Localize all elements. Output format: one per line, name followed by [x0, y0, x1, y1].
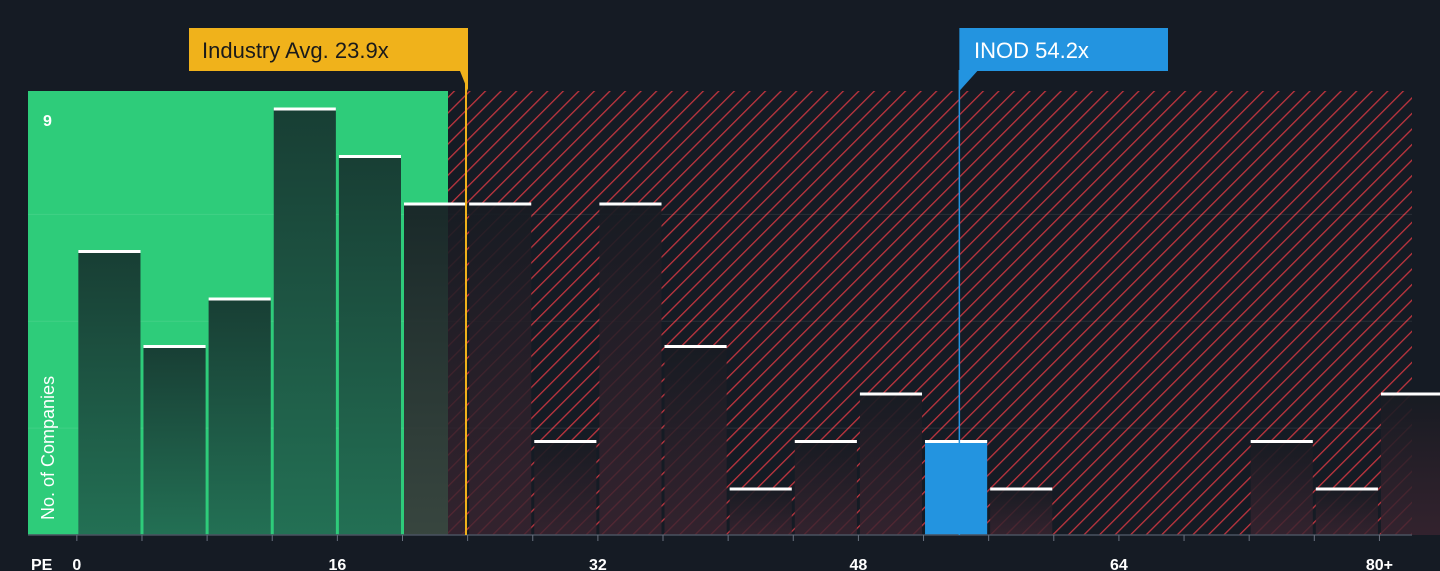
industry-average-callout [189, 28, 468, 91]
bar [794, 440, 857, 535]
bar [338, 155, 401, 535]
x-tick-label: 32 [589, 557, 607, 571]
bar [469, 202, 532, 535]
bar [534, 440, 597, 535]
x-tick-label: 0 [72, 557, 81, 571]
bar [664, 345, 727, 535]
x-tick-label: 48 [850, 557, 868, 571]
bar [1315, 487, 1378, 535]
bar [990, 487, 1053, 535]
bar-cap [143, 345, 206, 348]
bar-cap [925, 440, 988, 443]
x-tick-label: 80+ [1366, 557, 1393, 571]
bar-cap [403, 202, 467, 206]
bar [143, 345, 206, 535]
bar-cap [794, 440, 857, 443]
bar [1380, 392, 1440, 535]
bar-cap [990, 487, 1053, 491]
bar-cap [664, 345, 727, 348]
y-axis-label: No. of Companies [38, 376, 58, 520]
bar-cap [599, 202, 662, 206]
industry-average-label: Industry Avg. 23.9x [202, 38, 389, 63]
industry-average-marker: Industry Avg. 23.9x [189, 28, 468, 535]
bar [273, 107, 336, 535]
bar [208, 297, 271, 535]
bar [78, 250, 141, 535]
x-tick-label: 64 [1110, 557, 1128, 571]
bar-cap [729, 487, 792, 491]
bar-cap [78, 250, 141, 253]
company-marker: INOD 54.2x [957, 28, 1168, 535]
bar-cap [1315, 487, 1378, 491]
bar [599, 202, 662, 535]
bar [403, 202, 467, 535]
bar-cap [208, 297, 271, 301]
bar-cap [859, 392, 923, 396]
bar-cap [469, 202, 532, 206]
x-axis-label: PE [31, 557, 53, 571]
y-tick-label-9: 9 [43, 113, 52, 130]
bars [78, 107, 1440, 535]
bar-cap [1380, 392, 1440, 396]
bar [925, 440, 988, 535]
x-ticks: 0 16 32 48 64 80+ [72, 535, 1393, 571]
company-callout [957, 28, 1168, 91]
company-label: INOD 54.2x [974, 38, 1089, 63]
bar [1250, 440, 1313, 535]
bar-cap [273, 107, 336, 111]
bar [729, 487, 792, 535]
bar-cap [1250, 440, 1313, 443]
bar-cap [534, 440, 597, 443]
bar [859, 392, 923, 535]
bar-cap [338, 155, 401, 158]
x-tick-label: 16 [328, 557, 346, 571]
